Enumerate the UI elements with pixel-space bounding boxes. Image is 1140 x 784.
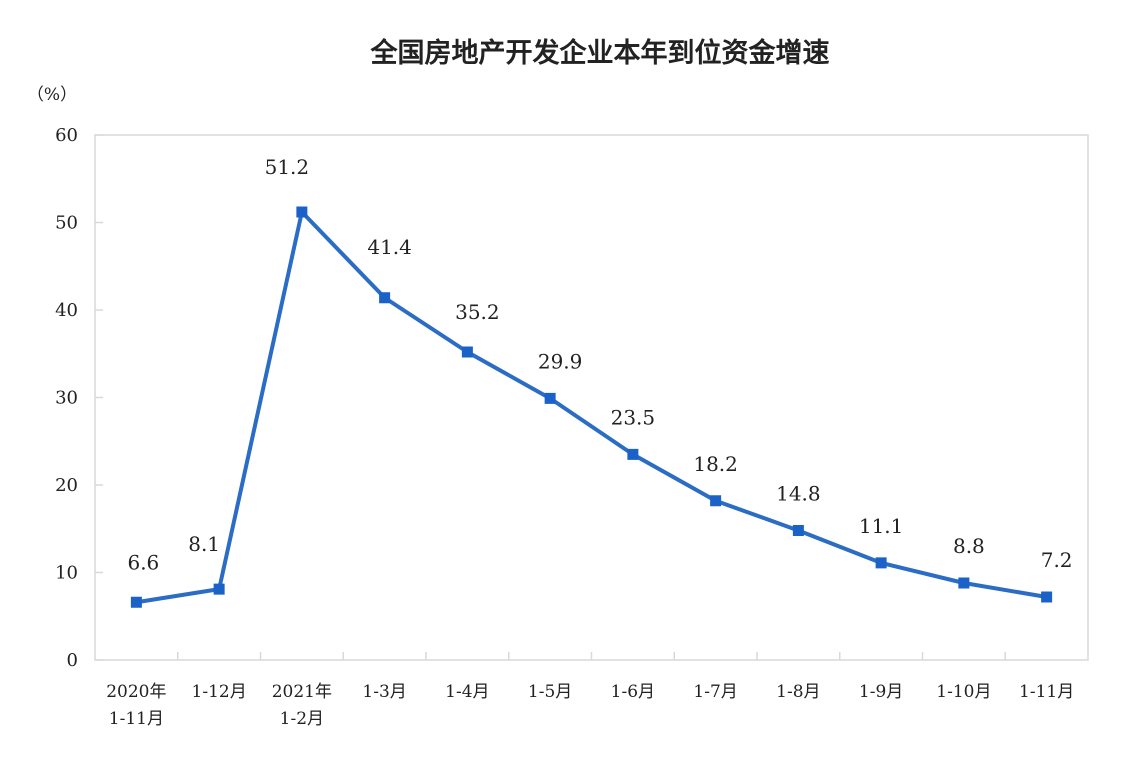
data-label: 51.2 <box>265 155 310 179</box>
x-tick-label: 1-7月 <box>693 682 737 702</box>
x-tick-label: 1-6月 <box>611 682 655 702</box>
x-tick-label: 2021年 1-2月 <box>272 682 332 729</box>
y-tick-label: 10 <box>55 563 78 584</box>
chart-title: 全国房地产开发企业本年到位资金增速 <box>370 37 830 69</box>
data-point-marker <box>544 392 556 404</box>
x-tick-label: 2020年 1-11月 <box>106 682 166 729</box>
x-tick-label: 1-12月 <box>192 682 247 702</box>
y-tick-label: 40 <box>55 300 78 321</box>
y-tick-label: 20 <box>55 475 78 496</box>
x-tick-label: 1-4月 <box>445 682 489 702</box>
x-tick-label: 1-8月 <box>776 682 820 702</box>
data-label: 11.1 <box>859 514 904 538</box>
x-tick-label: 1-11月 <box>1019 682 1074 702</box>
plot-frame <box>94 134 1089 661</box>
data-point-marker <box>792 525 804 536</box>
data-point-marker <box>875 557 887 569</box>
data-point-marker <box>627 448 639 460</box>
data-label: 29.9 <box>538 349 583 373</box>
data-point-marker <box>130 596 142 608</box>
data-point-marker <box>1041 591 1053 603</box>
series-line <box>136 210 1047 605</box>
data-point-marker <box>710 495 722 507</box>
y-tick-label: 60 <box>55 125 78 146</box>
x-tick-label: 1-5月 <box>528 682 572 702</box>
x-tick-label: 1-9月 <box>859 682 903 702</box>
data-label: 8.1 <box>188 532 220 556</box>
data-label: 23.5 <box>611 405 656 429</box>
y-tick-label: 50 <box>55 213 78 234</box>
data-point-marker <box>461 346 473 358</box>
data-label: 6.6 <box>127 550 159 574</box>
x-tick-label: 1-10月 <box>936 682 991 702</box>
y-axis-unit-label: （%） <box>27 85 77 105</box>
data-label: 7.2 <box>1041 548 1073 572</box>
y-tick-label: 30 <box>55 388 78 409</box>
x-tick-label: 1-3月 <box>362 682 406 702</box>
y-tick-label: 0 <box>67 650 78 671</box>
data-label: 8.8 <box>953 534 985 558</box>
data-point-marker <box>213 583 225 595</box>
data-point-marker <box>958 577 970 589</box>
data-point-marker <box>379 292 391 304</box>
data-point-marker <box>296 206 308 218</box>
data-label: 41.4 <box>367 235 412 259</box>
data-label: 14.8 <box>776 482 821 506</box>
data-label: 18.2 <box>693 452 738 476</box>
data-label: 35.2 <box>455 300 500 324</box>
